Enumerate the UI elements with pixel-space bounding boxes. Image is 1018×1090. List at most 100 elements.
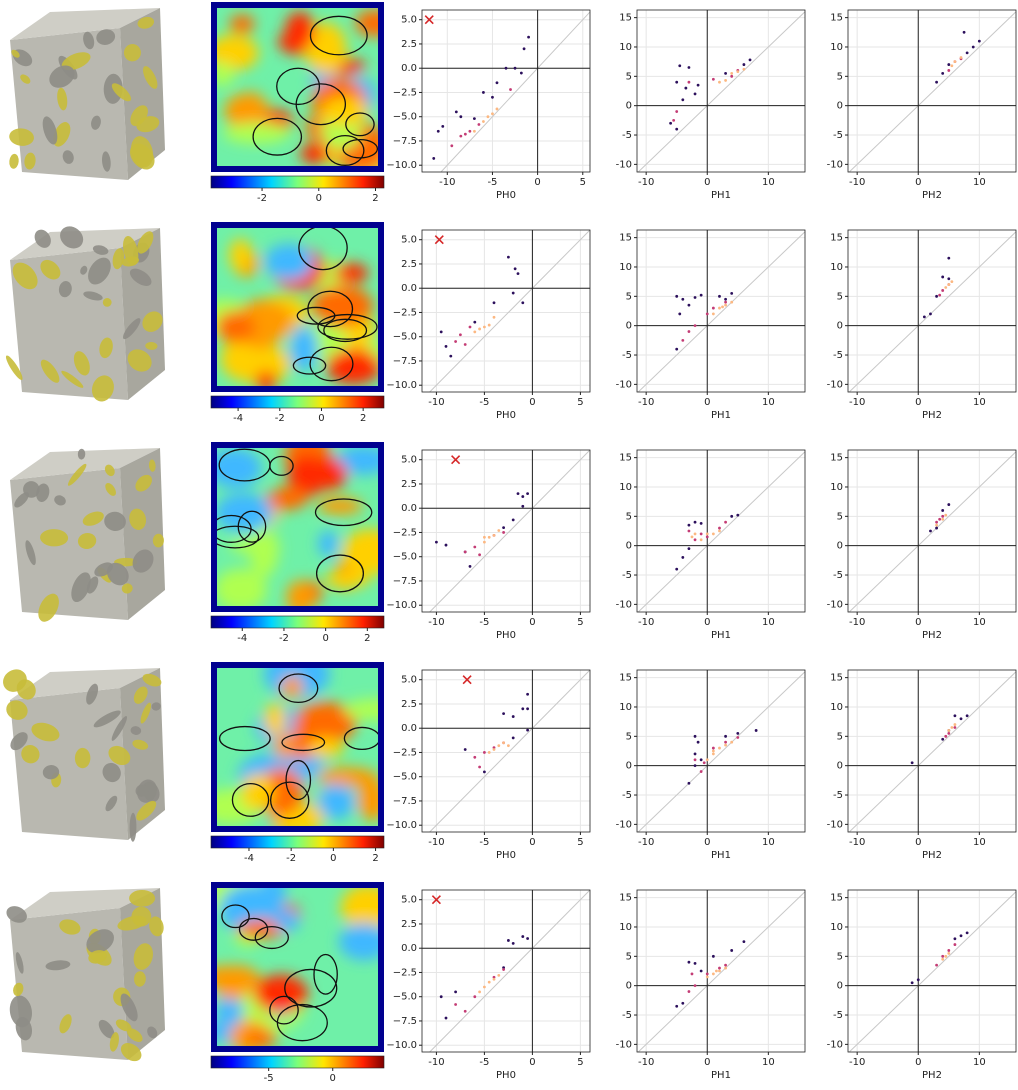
- point: [487, 115, 490, 118]
- point: [718, 295, 721, 298]
- point: [694, 758, 697, 761]
- point: [730, 301, 733, 304]
- y-tick-label: -10: [827, 379, 843, 390]
- point: [675, 568, 678, 571]
- heatmap-field: [200, 650, 405, 835]
- y-tick-label: 0: [626, 321, 632, 332]
- colorbar-tick-label: 0: [330, 853, 336, 864]
- y-tick-label: 0.0: [401, 283, 417, 294]
- colorbar-tick-label: 0: [330, 1073, 336, 1084]
- point: [688, 782, 691, 785]
- field-blob: [241, 774, 274, 811]
- field-blob: [318, 530, 338, 557]
- point: [718, 970, 721, 973]
- point: [954, 714, 957, 717]
- point: [712, 973, 715, 976]
- axes-frame: [637, 10, 805, 172]
- point: [724, 521, 727, 524]
- point: [493, 534, 496, 537]
- axes-frame: [422, 670, 590, 832]
- point: [963, 31, 966, 34]
- point: [681, 556, 684, 559]
- point: [464, 748, 467, 751]
- x-tick-label: 10: [973, 837, 986, 848]
- field-blob: [334, 263, 369, 283]
- point: [700, 970, 703, 973]
- point: [712, 747, 715, 750]
- field-blob: [247, 1030, 278, 1047]
- y-tick-label: 5: [626, 951, 632, 962]
- x-tick-label: 5: [580, 177, 586, 188]
- x-tick-label: 0: [529, 1057, 535, 1068]
- axes-frame: [422, 450, 590, 612]
- point: [459, 115, 462, 118]
- field-blob: [344, 699, 405, 720]
- point: [706, 973, 709, 976]
- x-tick-label: 10: [973, 397, 986, 408]
- point: [724, 301, 727, 304]
- point: [507, 744, 510, 747]
- colorbar-tick-label: 2: [360, 413, 366, 424]
- point: [526, 729, 529, 732]
- point: [512, 942, 515, 945]
- point: [464, 1010, 467, 1013]
- axes-frame: [848, 890, 1016, 1052]
- y-tick-label: −5.0: [393, 552, 417, 563]
- point: [694, 764, 697, 767]
- field-blob: [264, 244, 313, 281]
- y-tick-label: 0: [626, 761, 632, 772]
- colorbar-tick-label: -2: [257, 193, 267, 204]
- field-blob: [285, 11, 315, 49]
- colorbar-tick-label: -4: [237, 633, 247, 644]
- point: [694, 521, 697, 524]
- y-tick-label: 5: [837, 951, 843, 962]
- x-tick-label: -10: [638, 837, 654, 848]
- colorbar-tick-label: -2: [279, 633, 289, 644]
- figure: -202-10-505−10.0−7.5−5.0−2.50.02.55.0PH0…: [0, 0, 1018, 1090]
- point: [482, 120, 485, 123]
- point: [972, 46, 975, 49]
- point: [497, 744, 500, 747]
- x-tick-label: 10: [762, 617, 775, 628]
- x-tick-label: -10: [638, 177, 654, 188]
- point: [473, 321, 476, 324]
- y-tick-label: 0: [626, 541, 632, 552]
- colorbar: [211, 836, 384, 848]
- x-axis-label: PH0: [496, 190, 516, 201]
- y-tick-label: 0.0: [401, 943, 417, 954]
- point: [688, 961, 691, 964]
- y-tick-label: 15: [830, 233, 843, 244]
- point: [947, 503, 950, 506]
- point: [736, 732, 739, 735]
- point: [488, 324, 491, 327]
- point: [493, 301, 496, 304]
- x-tick-label: 0: [915, 177, 921, 188]
- x-axis-label: PH0: [496, 410, 516, 421]
- colorbar-tick-label: -2: [275, 413, 285, 424]
- point: [526, 937, 529, 940]
- point: [684, 87, 687, 90]
- point: [947, 283, 950, 286]
- y-tick-label: −2.5: [393, 307, 417, 318]
- colorbar-tick-label: 2: [372, 853, 378, 864]
- point: [941, 515, 944, 518]
- diagonal: [430, 890, 590, 1052]
- point: [718, 747, 721, 750]
- y-tick-label: 15: [619, 453, 632, 464]
- point: [678, 64, 681, 67]
- point: [694, 735, 697, 738]
- point: [491, 96, 494, 99]
- point: [718, 307, 721, 310]
- point: [694, 533, 697, 536]
- x-tick-label: 5: [577, 617, 583, 628]
- y-tick-label: 5: [837, 511, 843, 522]
- x-tick-label: -10: [428, 617, 444, 628]
- point: [478, 990, 481, 993]
- x-tick-label: -5: [479, 837, 489, 848]
- y-tick-label: 5: [837, 71, 843, 82]
- y-tick-label: −5.0: [393, 992, 417, 1003]
- x-tick-label: -10: [638, 397, 654, 408]
- point: [938, 294, 941, 297]
- point: [478, 123, 481, 126]
- point: [496, 81, 499, 84]
